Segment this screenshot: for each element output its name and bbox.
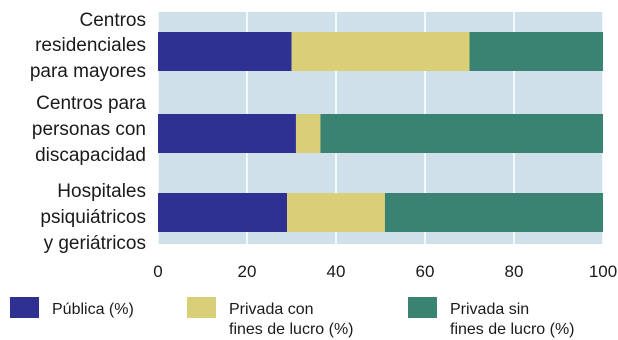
legend-label: Privada con fines de lucro (%): [229, 301, 354, 338]
category-label: Hospitales: [57, 181, 146, 202]
bar-segment: [384, 193, 603, 232]
category-label: Centros para: [36, 93, 146, 114]
bar-segment: [320, 114, 603, 153]
bar-segment: [287, 193, 385, 232]
x-tick-label: 40: [327, 262, 346, 281]
legend-label: Pública (%): [52, 301, 134, 318]
legend-swatch: [408, 297, 437, 318]
bar-segment: [469, 32, 603, 71]
category-label: y geriátricos: [44, 233, 146, 254]
bar-segment: [158, 193, 288, 232]
x-tick-label: 20: [238, 262, 257, 281]
x-tick-label: 100: [589, 262, 617, 281]
x-tick-label: 60: [416, 262, 435, 281]
x-axis-ticks: 0 20 40 60 80 100: [153, 262, 617, 281]
category-label: personas con: [32, 119, 146, 140]
legend-swatch: [10, 297, 39, 318]
bar-segment: [158, 114, 296, 153]
category-label: Centros: [79, 10, 146, 31]
x-tick-label: 80: [505, 262, 524, 281]
legend-swatch: [187, 297, 216, 318]
category-label: para mayores: [30, 61, 146, 82]
x-tick-label: 0: [153, 262, 162, 281]
category-label: residenciales: [35, 35, 146, 56]
category-label: psiquiátricos: [40, 207, 146, 228]
bar-segment: [158, 32, 292, 71]
category-label: discapacidad: [35, 145, 146, 166]
category-labels: Centros residenciales para mayores Centros …: [30, 10, 147, 254]
bar-segment: [295, 114, 321, 153]
bars: [158, 32, 603, 232]
legend-label: Privada sin fines de lucro (%): [450, 301, 575, 338]
bar-segment: [291, 32, 470, 71]
